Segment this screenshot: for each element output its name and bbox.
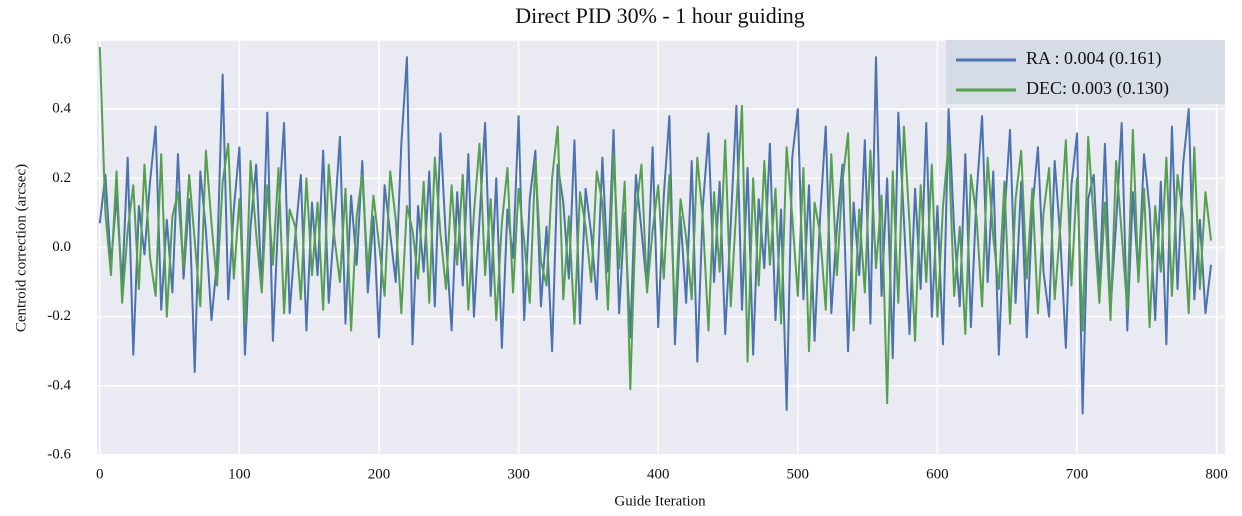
x-tick-label: 200 <box>368 466 391 482</box>
legend-label: RA : 0.004 (0.161) <box>1026 48 1162 69</box>
x-tick-label: 800 <box>1205 466 1228 482</box>
y-tick-label: 0.0 <box>52 239 71 255</box>
legend-box <box>946 40 1225 104</box>
data-line <box>98 56 1213 415</box>
x-tick-label: 500 <box>787 466 810 482</box>
y-tick-label: -0.4 <box>47 377 71 393</box>
y-axis-label: Centroid correction (arcsec) <box>13 164 29 332</box>
x-tick-label: 100 <box>228 466 251 482</box>
x-axis-label: Guide Iteration <box>614 493 706 509</box>
x-tick-label: 300 <box>507 466 530 482</box>
y-tick-label: -0.6 <box>47 446 71 462</box>
y-tick-label: 0.2 <box>52 170 71 186</box>
y-tick-label: -0.2 <box>47 308 71 324</box>
ticks: -0.6 -0.4 -0.2 0.0 0.2 0.4 0.6 0 100 200 300 400 500… <box>47 31 1228 482</box>
legend-label: DEC: 0.003 (0.130) <box>1026 78 1169 99</box>
y-tick-label: 0.4 <box>52 101 71 117</box>
x-tick-label: 600 <box>926 466 949 482</box>
lines <box>98 46 1213 415</box>
legend: RA : 0.004 (0.161) DEC: 0.003 (0.130) <box>946 40 1225 104</box>
data-line <box>98 46 1213 405</box>
x-tick-label: 0 <box>96 466 104 482</box>
x-tick-label: 400 <box>647 466 670 482</box>
y-tick-label: 0.6 <box>52 31 71 47</box>
x-tick-label: 700 <box>1066 466 1089 482</box>
chart-title: Direct PID 30% - 1 hour guiding <box>515 3 805 28</box>
